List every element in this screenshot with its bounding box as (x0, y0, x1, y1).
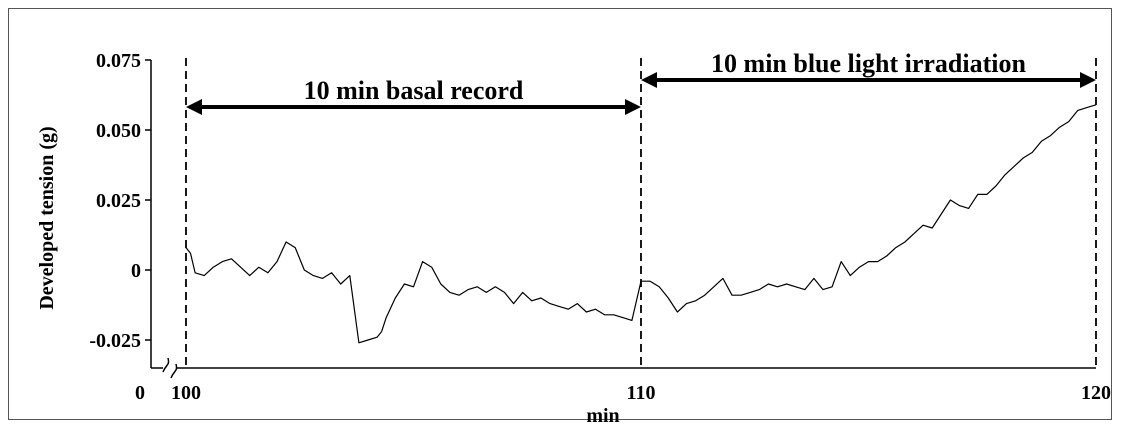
arrow-head-right (625, 99, 641, 115)
y-tick-label: 0.050 (96, 120, 141, 142)
annotations: 10 min basal record 10 min blue light irr… (186, 49, 1096, 115)
annotation-arrow (186, 99, 641, 115)
y-tick-label: -0.025 (89, 330, 141, 352)
y-tick-label: 0 (131, 260, 141, 282)
x-tick-label: 110 (627, 382, 656, 404)
y-tick-label: 0.025 (96, 190, 141, 212)
axis-break-symbol (162, 357, 178, 379)
x-tick-label: 100 (171, 382, 201, 404)
axis-break-line (162, 357, 170, 373)
y-tick-label: 0.075 (96, 50, 141, 72)
arrow-head-right (1080, 72, 1096, 88)
arrow-head-left (186, 99, 202, 115)
x-tick-label: 0 (135, 382, 145, 404)
y-axis-title: Developed tension (g) (36, 126, 58, 309)
series-layer (185, 104, 1097, 344)
annotation-label: 10 min basal record (304, 76, 524, 105)
arrow-head-left (641, 72, 657, 88)
axis-break-line (170, 363, 178, 379)
axes: 0.075 0.050 0.025 0 -0.025 0 100 110 120 (89, 50, 1111, 404)
chart-frame (8, 8, 1112, 420)
annotation-arrow (641, 72, 1096, 88)
x-tick-label: 120 (1081, 382, 1111, 404)
annotation-label: 10 min blue light irradiation (711, 49, 1026, 78)
x-axis-title: min (586, 405, 619, 427)
series-line (185, 104, 1097, 344)
